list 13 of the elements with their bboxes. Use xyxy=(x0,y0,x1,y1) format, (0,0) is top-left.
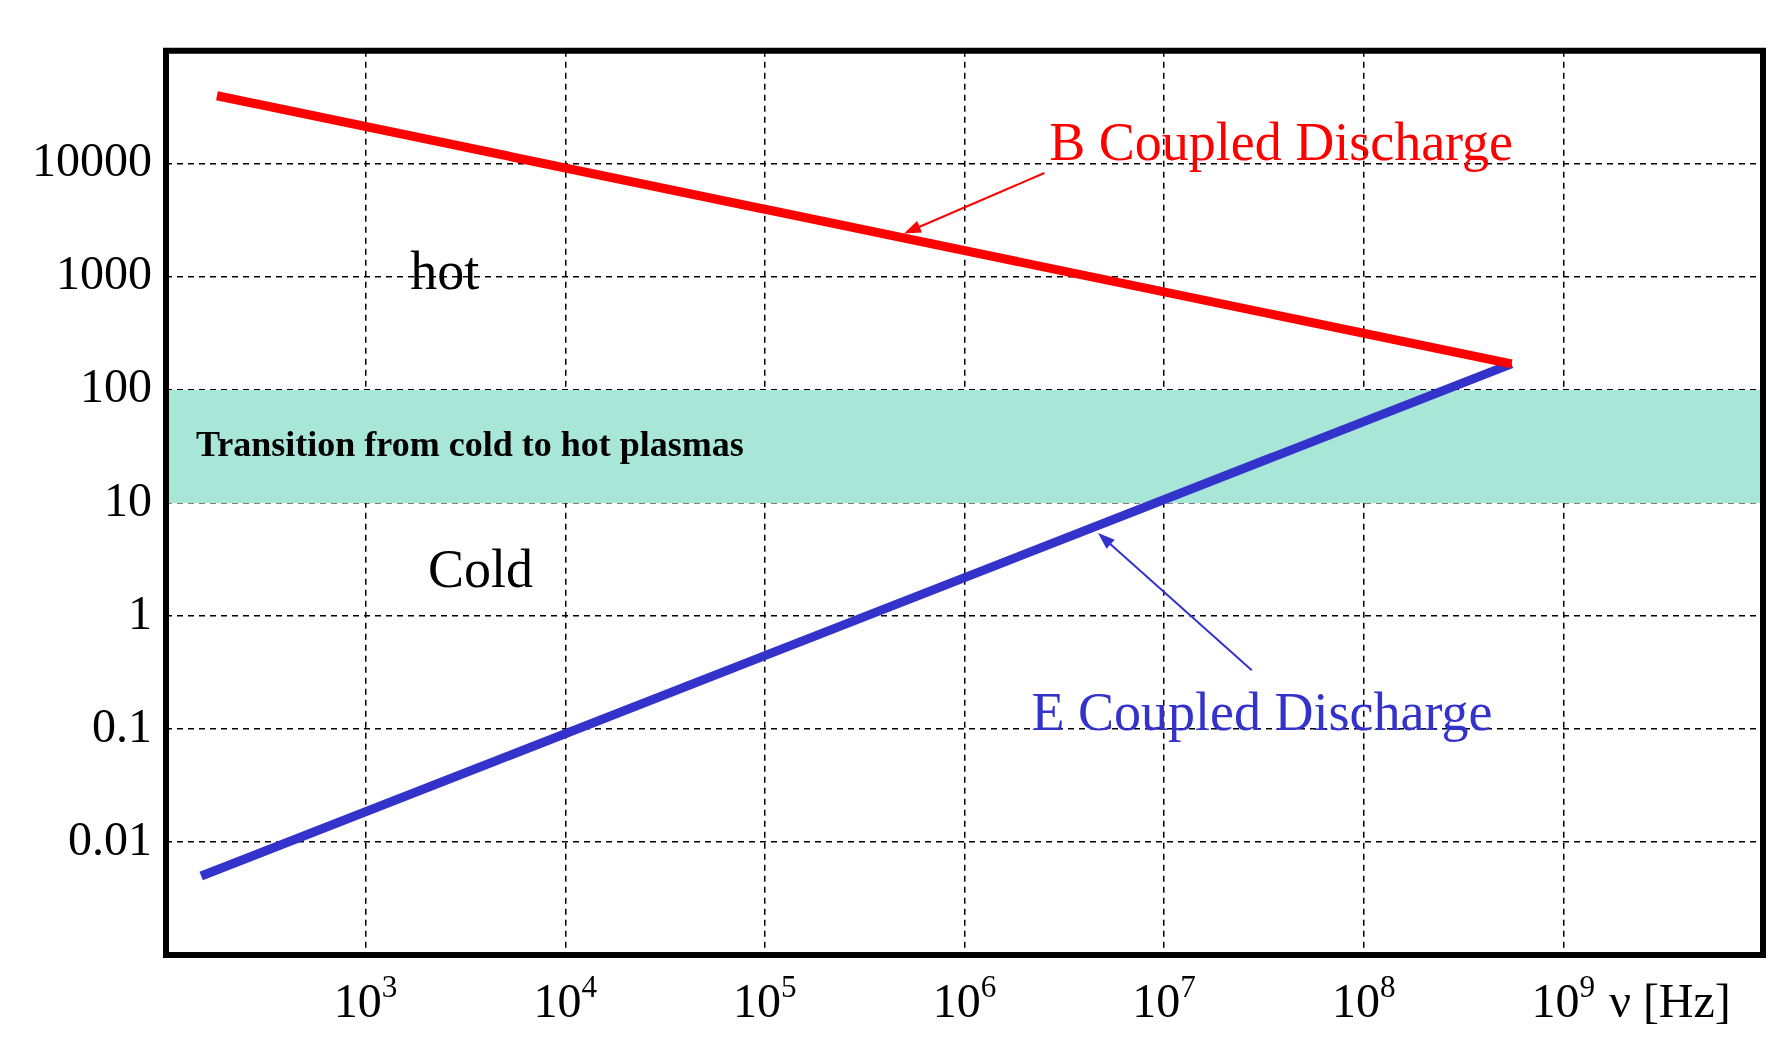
annotation: Cold xyxy=(427,538,533,599)
y-tick-label: 1 xyxy=(128,585,152,639)
y-tick-label: 0.1 xyxy=(92,698,152,752)
y-tick-label: 0.01 xyxy=(68,811,152,865)
y-tick-label: 1000 xyxy=(56,246,152,300)
y-tick-label: 10000 xyxy=(32,133,152,187)
x-axis-title: ν [Hz] xyxy=(1609,974,1731,1027)
series-label: B Coupled Discharge xyxy=(1049,111,1514,172)
text: E Coupled Discharge xyxy=(1031,681,1493,742)
annotation: hot xyxy=(410,241,480,302)
band-label: Transition from cold to hot plasmas xyxy=(196,423,744,464)
y-tick-label: 10 xyxy=(104,472,152,526)
y-tick-label: 100 xyxy=(80,359,152,413)
